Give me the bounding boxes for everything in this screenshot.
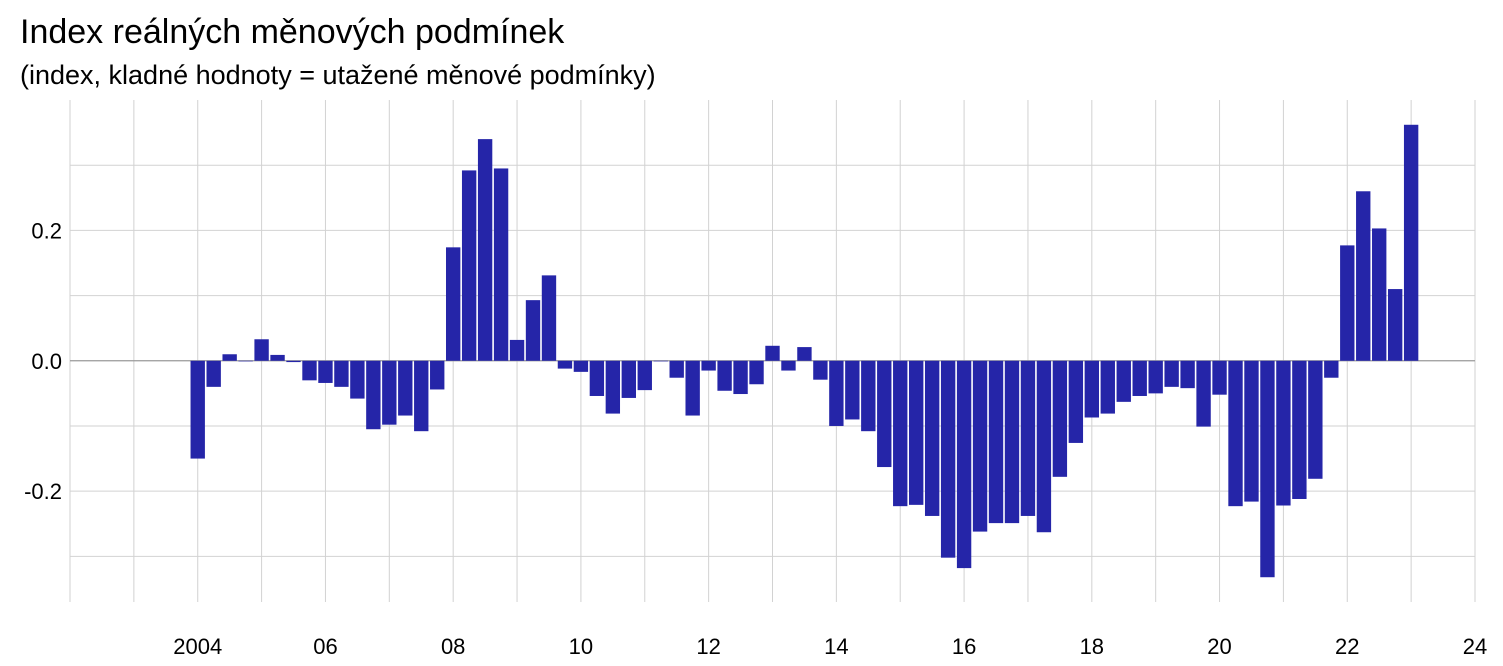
x-tick-label: 08 xyxy=(441,634,465,659)
bar xyxy=(845,360,860,420)
bar xyxy=(1403,124,1419,361)
x-tick-label: 10 xyxy=(569,634,593,659)
bar xyxy=(893,360,908,507)
bar xyxy=(877,360,892,468)
bar xyxy=(206,360,221,387)
bar xyxy=(414,360,429,432)
bar xyxy=(1052,360,1068,477)
bar xyxy=(509,339,525,361)
bar xyxy=(1020,360,1036,516)
bar xyxy=(541,275,557,361)
bar xyxy=(589,360,605,396)
bar xyxy=(1228,360,1243,507)
bar xyxy=(669,360,684,378)
bar xyxy=(924,360,940,516)
bar xyxy=(765,345,780,361)
x-tick-label: 20 xyxy=(1207,634,1231,659)
x-tick-label: 12 xyxy=(696,634,720,659)
bar-series xyxy=(190,124,1419,578)
x-tick-label: 06 xyxy=(313,634,337,659)
bar xyxy=(781,360,796,371)
bar xyxy=(1387,289,1403,361)
bar xyxy=(605,360,621,414)
bar xyxy=(813,360,828,380)
x-tick-label: 22 xyxy=(1335,634,1359,659)
bar xyxy=(1356,191,1371,361)
bar xyxy=(1244,360,1259,502)
bar xyxy=(733,360,748,395)
bar xyxy=(190,360,205,459)
bar xyxy=(318,360,333,383)
bar xyxy=(797,347,812,361)
bar xyxy=(685,360,700,416)
y-tick-label: 0.2 xyxy=(31,218,62,243)
bar xyxy=(222,354,237,361)
x-tick-label: 18 xyxy=(1080,634,1104,659)
bar xyxy=(493,168,509,361)
y-tick-label: -0.2 xyxy=(24,479,62,504)
bar xyxy=(637,360,652,391)
chart-title: Index reálných měnových podmínek xyxy=(20,13,565,51)
bar xyxy=(909,360,924,505)
bar xyxy=(382,360,397,425)
bar xyxy=(430,360,445,390)
bar xyxy=(1100,360,1115,414)
bar xyxy=(621,360,636,398)
bar xyxy=(302,360,317,381)
bar xyxy=(1116,360,1131,402)
bar xyxy=(461,170,477,361)
x-axis-ticks: 2004 06 08 10 12 14 16 18 20 22 24 xyxy=(173,634,1487,659)
bar xyxy=(749,360,764,385)
y-axis-ticks: 0.2 0.0 -0.2 xyxy=(24,218,62,504)
bar xyxy=(1212,360,1227,395)
bar xyxy=(1164,360,1179,387)
bar xyxy=(238,360,253,362)
x-tick-label: 16 xyxy=(952,634,976,659)
bar xyxy=(1276,360,1291,506)
bar xyxy=(270,354,285,361)
x-tick-label: 24 xyxy=(1463,634,1487,659)
bar xyxy=(861,360,876,432)
bar xyxy=(1308,360,1323,479)
bar xyxy=(829,360,844,426)
bar xyxy=(1196,360,1211,427)
bar xyxy=(988,360,1004,524)
bar xyxy=(717,360,732,391)
bar xyxy=(701,360,716,371)
bar xyxy=(1180,360,1195,389)
bar xyxy=(525,300,541,361)
bar xyxy=(956,360,972,569)
bar xyxy=(1148,360,1163,394)
y-tick-label: 0.0 xyxy=(31,349,62,374)
bar xyxy=(445,247,461,361)
bar xyxy=(1372,228,1387,361)
bar xyxy=(1132,360,1147,396)
bar xyxy=(366,360,381,430)
bar xyxy=(286,360,301,363)
bar xyxy=(1292,360,1307,499)
bar xyxy=(1004,360,1020,524)
bar xyxy=(254,339,269,361)
bar xyxy=(350,360,365,399)
bar xyxy=(1068,360,1084,443)
bar xyxy=(1340,245,1355,361)
bar xyxy=(398,360,413,416)
bar xyxy=(1260,360,1275,578)
chart-subtitle: (index, kladné hodnoty = utažené měnové … xyxy=(20,60,656,90)
bar xyxy=(557,360,573,369)
bar xyxy=(573,360,589,372)
bar xyxy=(477,139,493,361)
bar xyxy=(334,360,349,387)
bar xyxy=(1036,360,1052,533)
bar xyxy=(972,360,988,532)
x-tick-label: 14 xyxy=(824,634,848,659)
bar xyxy=(1084,360,1100,418)
x-tick-label: 2004 xyxy=(173,634,222,659)
bar xyxy=(1324,360,1339,378)
bar xyxy=(653,360,668,362)
bar xyxy=(940,360,956,558)
